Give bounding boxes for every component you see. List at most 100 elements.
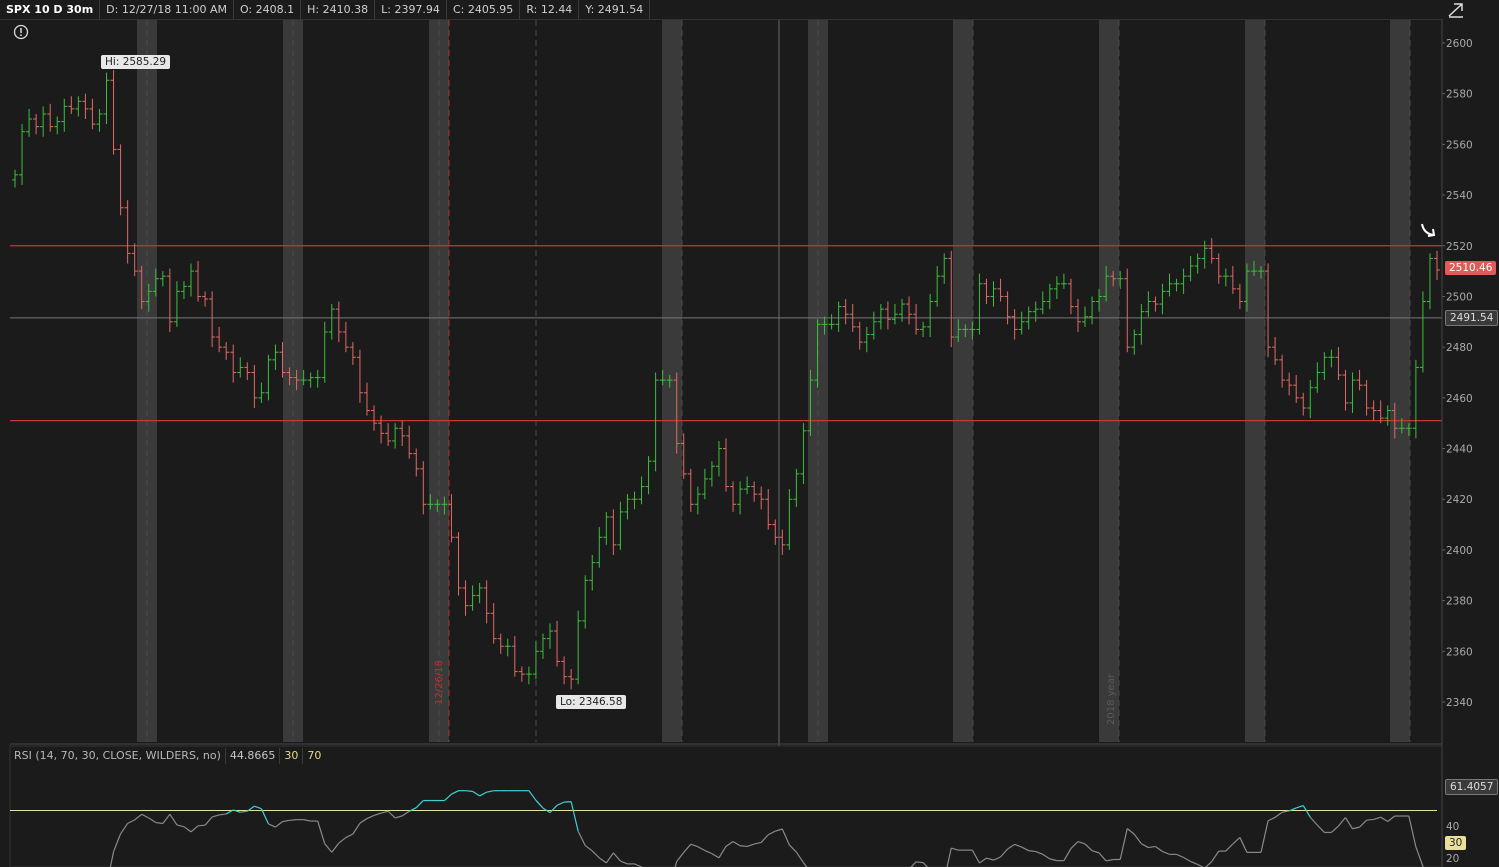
price-bar — [230, 344, 237, 383]
price-bar — [455, 532, 462, 596]
price-bar — [82, 93, 89, 120]
rsi-last-badge: 61.4057 — [1445, 779, 1499, 795]
price-bar — [1074, 298, 1081, 332]
price-bar — [723, 438, 729, 492]
price-bar — [237, 357, 244, 378]
price-tick-label: 2480 — [1446, 342, 1473, 354]
price-bar — [173, 281, 180, 327]
cursor-price-badge: 2491.54 — [1445, 310, 1499, 326]
price-bar — [152, 268, 159, 297]
price-bar — [1342, 369, 1349, 411]
low-label: Lo: 2346.58 — [556, 695, 627, 709]
price-bar — [1314, 362, 1321, 393]
price-bar — [610, 509, 617, 555]
price-bar — [1046, 283, 1053, 310]
price-bar — [75, 96, 82, 117]
price-bar — [328, 304, 335, 340]
price-bar — [751, 481, 758, 502]
price-bar — [1405, 423, 1412, 436]
price-axis: 2600 2580 2560 2540 2520 2500 2480 2460 2440 2420… — [1442, 38, 1473, 709]
price-bar — [969, 321, 976, 340]
price-bar — [898, 298, 905, 322]
price-bar — [708, 461, 715, 487]
price-bar — [1229, 266, 1236, 294]
price-bar — [1004, 291, 1011, 325]
price-bar — [490, 603, 497, 644]
price-bar — [427, 494, 434, 510]
session-shade — [662, 20, 682, 742]
price-bar — [349, 342, 356, 365]
alert-icon[interactable] — [13, 24, 29, 40]
price-bar — [96, 108, 103, 132]
price-bar — [631, 491, 638, 510]
price-bar — [1243, 263, 1250, 312]
price-tick-label: 2420 — [1446, 494, 1473, 506]
price-bar — [1307, 380, 1314, 419]
symbol-label[interactable]: SPX 10 D 30m — [0, 0, 101, 19]
price-bar — [1215, 253, 1222, 284]
price-bar — [1286, 372, 1293, 396]
price-bar — [603, 511, 610, 545]
price-bar — [765, 489, 772, 530]
price-bar — [68, 96, 75, 114]
price-bar — [955, 319, 962, 343]
high-label: Hi: 2585.29 — [101, 55, 171, 69]
price-bar — [525, 666, 532, 685]
price-bar — [399, 420, 406, 447]
price-tick-label: 2580 — [1446, 89, 1473, 101]
price-bar — [33, 113, 40, 135]
price-bar — [575, 610, 582, 685]
bar-date: D: 12/27/18 11:00 AM — [100, 0, 234, 19]
price-tick-label: 2540 — [1446, 190, 1473, 202]
price-bar — [1194, 253, 1201, 274]
price-bar — [26, 108, 33, 137]
price-bar — [758, 486, 765, 510]
price-bar — [413, 448, 420, 477]
price-bar — [378, 415, 385, 444]
price-bar — [110, 70, 117, 155]
price-bar — [223, 342, 230, 360]
last-price-badge: 2510.46 — [1445, 261, 1497, 275]
price-bar — [1363, 380, 1370, 416]
price-bar — [1377, 400, 1384, 424]
price-bar — [307, 372, 314, 388]
price-bar — [335, 301, 342, 343]
price-bar — [786, 489, 793, 550]
price-arrow-icon — [1421, 223, 1436, 237]
price-bar — [582, 575, 589, 629]
bar-low: L: 2397.94 — [375, 0, 447, 19]
price-bar — [244, 362, 251, 381]
bar-range: R: 12.44 — [520, 0, 580, 19]
price-bar — [187, 263, 194, 297]
price-bar — [1208, 238, 1215, 264]
price-bar — [1272, 337, 1279, 365]
rsi-title[interactable]: RSI (14, 70, 30, CLOSE, WILDERS, no) — [14, 749, 221, 762]
day-dividers — [146, 20, 1411, 867]
price-bar — [420, 461, 427, 515]
expand-icon[interactable] — [1446, 1, 1466, 19]
price-bar — [1258, 266, 1265, 279]
cursor-y: Y: 2491.54 — [579, 0, 651, 19]
price-bar — [1039, 291, 1046, 315]
price-bar — [1250, 260, 1257, 277]
price-bar — [561, 656, 568, 685]
price-bar — [800, 423, 807, 485]
price-bar — [265, 354, 272, 401]
price-bar — [913, 304, 920, 335]
date-divider-label: 12/26/18 — [434, 660, 445, 705]
price-bar — [807, 369, 814, 436]
price-bar — [948, 250, 955, 348]
price-bar — [617, 501, 624, 550]
price-bar — [1145, 291, 1152, 317]
price-bar — [568, 669, 575, 690]
price-bar — [997, 278, 1004, 302]
price-bar — [842, 298, 849, 325]
price-bar — [180, 281, 187, 299]
price-bar — [1025, 306, 1032, 330]
price-tick-label: 2520 — [1446, 241, 1473, 253]
price-bar — [596, 527, 603, 568]
price-bar — [715, 440, 722, 477]
price-bar — [744, 476, 751, 495]
price-bar — [1067, 278, 1074, 315]
